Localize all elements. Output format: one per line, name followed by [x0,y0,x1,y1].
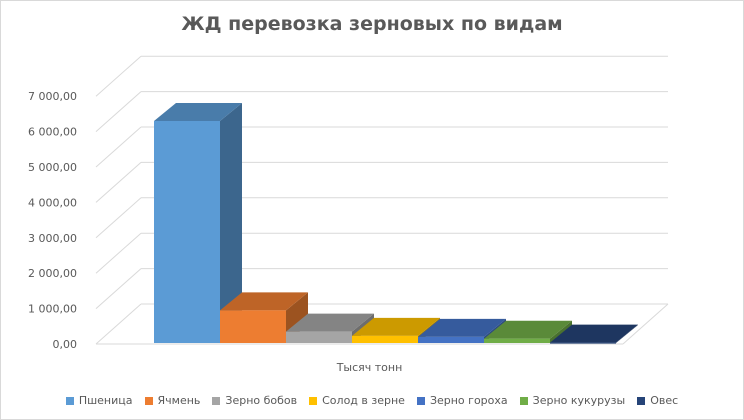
bar-side-7 [616,324,638,343]
y-tick-label: 5 000,00 [28,161,77,174]
bar-top-5 [418,318,506,337]
legend-swatch [519,396,528,405]
bar-side-6 [550,320,572,343]
chart-plot-area: 0,00 1 000,00 2 000,00 3 000,00 4 000,00 5 00… [28,55,669,374]
bar-4 [352,335,418,343]
legend-item: Ячмень [144,394,201,407]
legend-label: Зерно гороха [429,394,508,407]
y-tick-label: 1 000,00 [28,303,77,316]
legend-item: Зерно гороха [416,394,508,407]
legend-swatch [212,396,221,405]
bar-2 [220,310,286,343]
bar-top-7 [550,324,638,343]
bar-1 [154,120,220,343]
legend-item: Зерно бобов [212,394,297,407]
bar-6 [484,338,550,343]
y-tick-label: 7 000,00 [28,90,77,103]
legend-label: Пшеница [78,394,133,407]
legend-swatch [144,396,153,405]
gridline-side [95,268,142,309]
y-tick-label: 0,00 [53,338,78,351]
y-tick-label: 6 000,00 [28,126,77,139]
legend-label: Солод в зерне [322,394,405,407]
legend-label: Овес [650,394,679,407]
gridline-side [95,232,142,274]
bar-top-6 [484,320,572,339]
legend-swatch [65,396,74,405]
floor-right-edge [622,303,669,345]
bar-top-2 [220,292,308,311]
bar-7 [550,342,616,344]
legend-item: Зерно кукурузы [519,394,626,407]
bar-top-1 [154,102,242,121]
gridline-side [95,55,142,97]
chart-legend: Пшеница Ячмень Зерно бобов Солод в зерне Зер… [1,394,743,407]
chart-title: ЖД перевозка зерновых по видам [181,13,563,35]
gridline-side [95,162,142,203]
legend-label: Зерно кукурузы [532,394,626,407]
gridline-side [95,197,142,239]
bar-top-4 [352,317,440,336]
bar-top-3 [286,313,374,332]
legend-swatch [416,396,425,405]
legend-swatch [309,396,318,405]
gridline-side [95,91,142,132]
legend-label: Ячмень [157,394,201,407]
x-category-label: Тысяч тонн [336,361,403,374]
y-tick-label: 2 000,00 [28,267,77,280]
bar-5 [418,336,484,343]
legend-item: Солод в зерне [309,394,405,407]
bar-3 [286,331,352,343]
y-tick-label: 3 000,00 [28,232,77,245]
legend-item: Пшеница [65,394,133,407]
gridline-side [95,126,142,168]
bar-side-1 [220,102,242,343]
y-tick-label: 4 000,00 [28,196,77,209]
legend-item: Овес [637,394,678,407]
legend-label: Зерно бобов [225,394,298,407]
gridline-side [95,303,142,345]
legend-swatch [637,396,646,405]
